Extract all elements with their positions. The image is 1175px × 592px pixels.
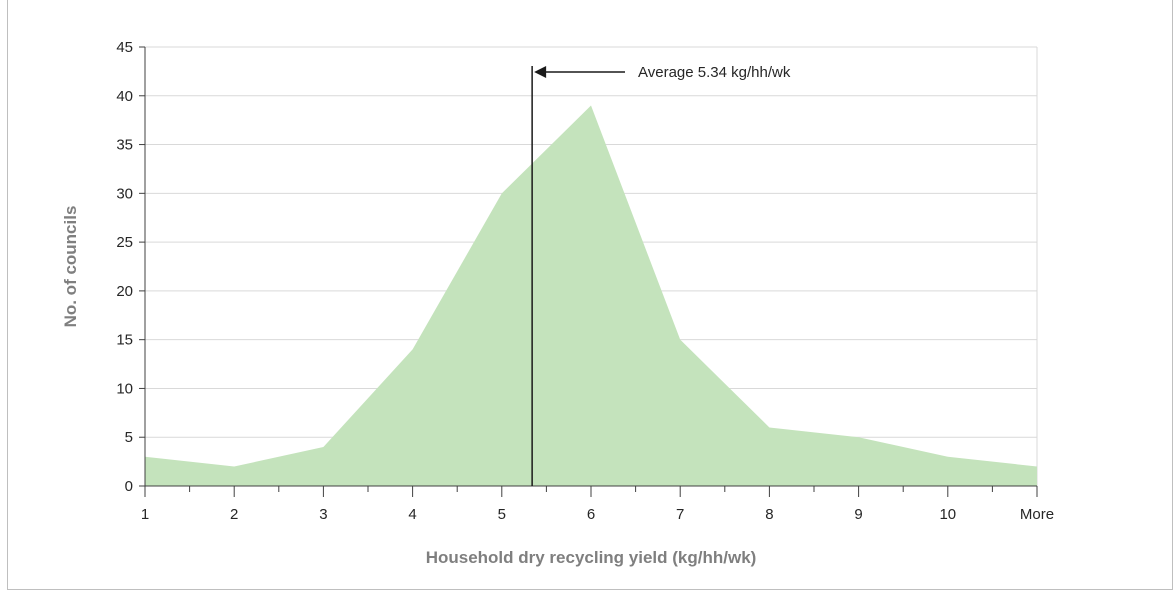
y-tick-labels: 0 5 10 15 20 25 30 35 40 45 (116, 39, 133, 495)
area-fill (145, 105, 1037, 487)
x-tick-label: More (1020, 506, 1054, 523)
y-tick-label: 40 (116, 88, 133, 105)
average-arrow-head (534, 66, 547, 78)
y-tick-label: 35 (116, 137, 133, 154)
x-tick-label: 6 (587, 506, 595, 523)
y-tick-label: 30 (116, 185, 133, 202)
x-tick-label: 3 (319, 506, 327, 523)
x-tick-label: 5 (498, 506, 506, 523)
x-tick-label: 1 (141, 506, 149, 523)
y-tick-label: 0 (125, 478, 133, 495)
average-label: Average 5.34 kg/hh/wk (638, 64, 791, 81)
x-tick-label: 9 (854, 506, 862, 523)
x-tick-label: 8 (765, 506, 773, 523)
x-tick-label: 7 (676, 506, 684, 523)
average-marker: Average 5.34 kg/hh/wk (531, 64, 791, 486)
x-tick-label: 2 (230, 506, 238, 523)
x-axis-title: Household dry recycling yield (kg/hh/wk) (426, 548, 757, 567)
y-tick-label: 25 (116, 234, 133, 251)
y-axis-title: No. of councils (61, 206, 80, 328)
y-tick-label: 20 (116, 283, 133, 300)
y-tick-label: 10 (116, 380, 133, 397)
area-series (144, 105, 1038, 487)
x-tick-label: 4 (408, 506, 416, 523)
y-tick-label: 5 (125, 429, 133, 446)
axes (139, 46, 1038, 497)
x-tick-labels: 1 2 3 4 5 6 7 8 9 10 More (141, 506, 1054, 523)
x-tick-label: 10 (939, 506, 956, 523)
y-tick-label: 45 (116, 39, 133, 56)
y-tick-label: 15 (116, 332, 133, 349)
